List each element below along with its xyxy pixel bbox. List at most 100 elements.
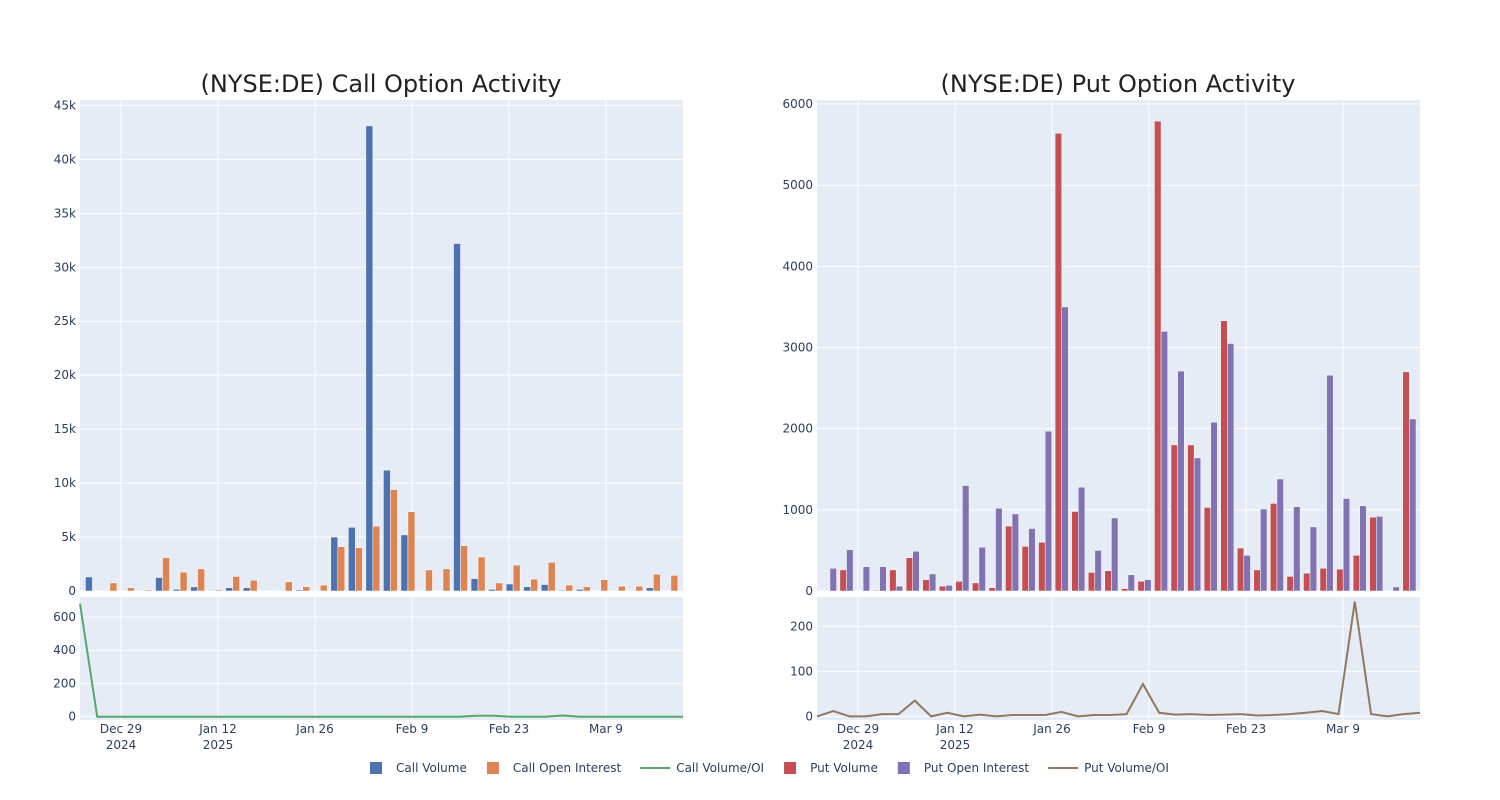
open-interest-bar — [582, 586, 591, 592]
volume-bar — [1087, 572, 1096, 592]
volume-bar — [400, 534, 409, 592]
open-interest-bar — [1094, 550, 1102, 592]
y-tick-label: 20k — [54, 368, 76, 382]
open-interest-bar — [945, 585, 953, 592]
ratio-y-tick-label: 0 — [805, 709, 813, 723]
volume-bar — [1270, 503, 1278, 592]
open-interest-bar — [565, 584, 573, 592]
volume-bar — [889, 569, 897, 592]
x-tick-label: Mar 9 — [589, 722, 623, 736]
volume-bar — [1187, 444, 1195, 592]
y-tick-label: 0 — [68, 584, 76, 598]
volume-bar — [628, 590, 637, 592]
x-tick-year-label: 2024 — [843, 738, 874, 752]
volume-bar — [295, 589, 304, 592]
x-tick-label: Feb 9 — [1133, 722, 1166, 736]
open-interest-bar — [249, 579, 258, 592]
open-interest-bar — [530, 578, 538, 592]
y-tick-label: 10k — [54, 476, 76, 490]
main-plot-area — [817, 100, 1420, 591]
volume-bar — [488, 589, 496, 592]
open-interest-bar — [1359, 505, 1367, 592]
y-tick-label: 4000 — [782, 259, 813, 273]
ratio-y-tick-label: 200 — [53, 676, 76, 690]
open-interest-bar — [372, 526, 381, 592]
volume-bar — [955, 581, 963, 592]
open-interest-bar — [477, 556, 486, 592]
volume-bar — [470, 578, 479, 592]
volume-bar — [1319, 568, 1327, 592]
legend-label: Call Volume/OI — [676, 761, 764, 775]
volume-bar — [1121, 588, 1129, 592]
legend-swatch — [784, 762, 797, 774]
open-interest-bar — [337, 546, 346, 592]
open-interest-bar — [302, 586, 311, 592]
volume-bar — [1369, 516, 1377, 592]
open-interest-bar — [547, 562, 556, 592]
open-interest-bar — [635, 585, 644, 592]
volume-bar — [277, 590, 286, 592]
open-interest-bar — [284, 581, 293, 592]
volume-bar — [1236, 547, 1245, 592]
ratio-plot-area — [80, 597, 683, 720]
open-interest-bar — [618, 585, 626, 592]
volume-oi-ratio-line — [79, 603, 683, 718]
y-tick-label: 2000 — [782, 422, 813, 436]
y-tick-label: 25k — [54, 314, 76, 328]
volume-bar — [137, 590, 146, 592]
open-interest-bar — [1160, 331, 1168, 592]
open-interest-bar — [1193, 457, 1202, 592]
open-interest-bar — [197, 568, 205, 592]
open-interest-bar — [600, 579, 609, 592]
y-tick-label: 5000 — [782, 178, 813, 192]
legend-swatch — [370, 762, 382, 774]
ratio-y-tick-label: 100 — [790, 664, 813, 678]
x-tick-label: Feb 23 — [1226, 722, 1266, 736]
x-tick-label: Jan 12 — [935, 722, 974, 736]
open-interest-bar — [512, 564, 521, 592]
legend-swatch — [897, 762, 910, 774]
open-interest-bar — [929, 573, 937, 592]
open-interest-bar — [390, 489, 398, 592]
open-interest-bar — [1227, 343, 1235, 592]
volume-bar — [1170, 444, 1178, 592]
open-interest-bar — [1011, 513, 1019, 592]
volume-bar — [646, 587, 654, 592]
volume-bar — [872, 589, 880, 592]
open-interest-bar — [962, 485, 970, 592]
open-interest-bar — [127, 587, 135, 592]
volume-bar — [242, 587, 251, 592]
x-tick-label: Feb 23 — [489, 722, 529, 736]
volume-bar — [85, 576, 93, 592]
open-interest-bar — [232, 576, 240, 592]
volume-bar — [523, 586, 531, 592]
volume-bar — [348, 527, 356, 592]
volume-bar — [1137, 581, 1145, 592]
volume-bar — [383, 469, 391, 592]
open-interest-bar — [1028, 528, 1036, 592]
volume-bar — [505, 583, 514, 592]
ratio-y-tick-label: 0 — [68, 710, 76, 724]
open-interest-bar — [1293, 506, 1301, 592]
open-interest-bar — [829, 568, 837, 592]
x-tick-label: Dec 29 — [837, 722, 879, 736]
open-interest-bar — [1127, 574, 1135, 592]
volume-bar — [1336, 568, 1344, 592]
chart-title: (NYSE:DE) Call Option Activity — [200, 70, 561, 98]
x-tick-label: Mar 9 — [1326, 722, 1360, 736]
volume-bar — [558, 589, 566, 592]
volume-bar — [1021, 546, 1029, 592]
open-interest-bar — [879, 566, 887, 592]
open-interest-bar — [1210, 421, 1218, 592]
open-interest-bar — [846, 549, 854, 592]
open-interest-bar — [1243, 555, 1251, 592]
open-interest-bar — [1309, 526, 1317, 592]
open-interest-bar — [912, 550, 920, 592]
volume-bar — [1054, 133, 1062, 592]
x-tick-year-label: 2025 — [203, 738, 234, 752]
open-interest-bar — [179, 571, 188, 592]
ratio-y-tick-label: 200 — [790, 619, 813, 633]
open-interest-bar — [495, 582, 503, 592]
open-interest-bar — [895, 585, 904, 592]
